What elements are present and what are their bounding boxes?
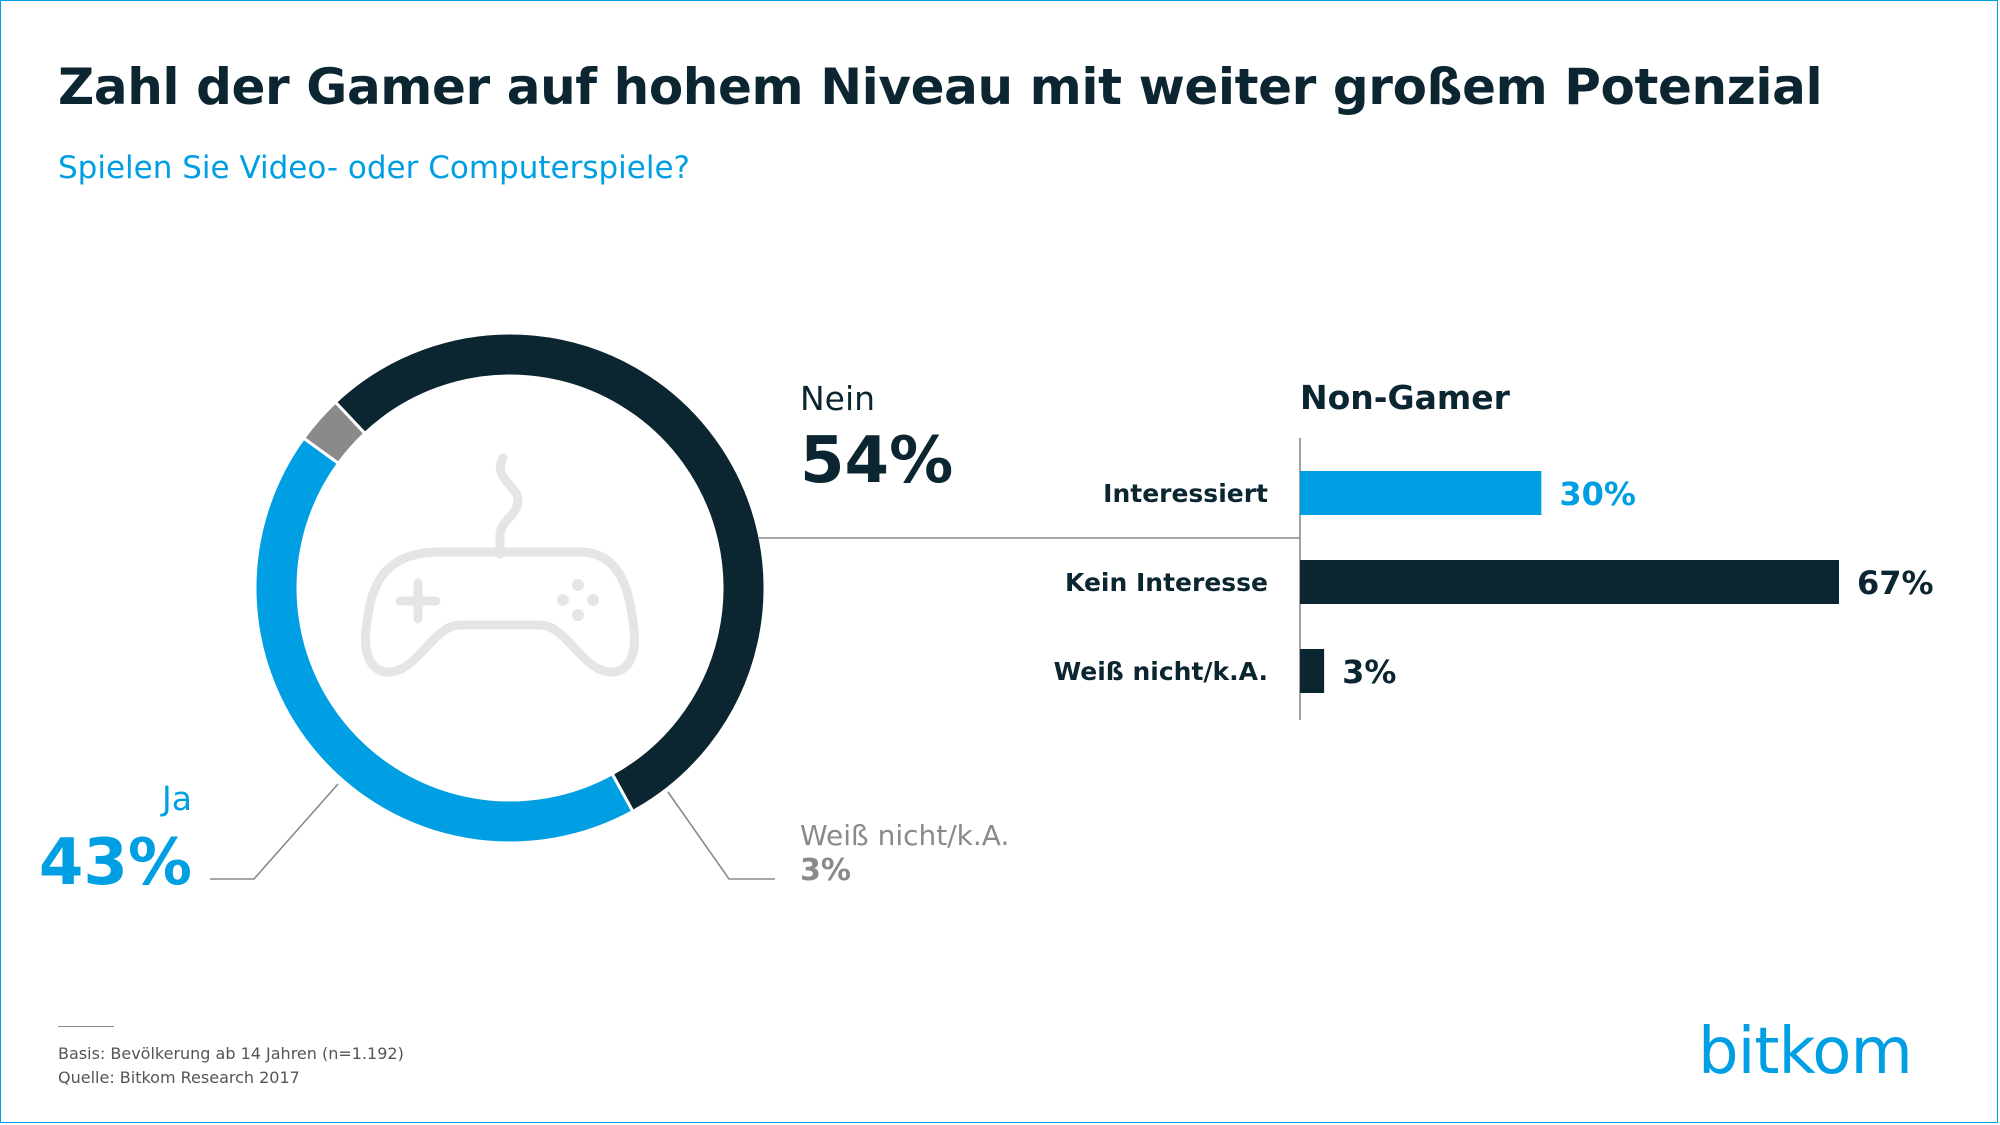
label-nein-value: 54% — [800, 424, 953, 498]
leader-line-weiss — [667, 791, 775, 880]
bar-weiss-nicht — [1300, 649, 1325, 693]
label-nein-name: Nein — [800, 379, 875, 418]
label-ja-value: 43% — [39, 826, 192, 900]
label-weiss-value: 3% — [800, 853, 851, 888]
bar-value-weiss-nicht: 3% — [1342, 653, 1396, 691]
donut-slice-nein — [333, 331, 767, 814]
bar-category-kein-interesse: Kein Interesse — [1065, 568, 1268, 597]
gamepad-buttons — [557, 579, 599, 621]
bar-chart-title: Non-Gamer — [1300, 378, 1511, 417]
donut-chart — [253, 331, 767, 845]
leader-lines — [210, 537, 1300, 880]
donut-slice-ja — [253, 436, 635, 845]
chart-title: Zahl der Gamer auf hohem Niveau mit weit… — [58, 58, 1823, 116]
gamepad-icon — [360, 453, 640, 677]
bar-category-interessiert: Interessiert — [1103, 479, 1268, 508]
bar-chart: Interessiert 30% Kein Interesse 67% Weiß nic… — [1054, 471, 1934, 693]
bitkom-logo: bitkom — [1698, 1015, 1913, 1089]
footer-source: Quelle: Bitkom Research 2017 — [58, 1068, 300, 1087]
bar-value-interessiert: 30% — [1559, 475, 1636, 513]
donut-slice-weiss-nicht — [301, 399, 367, 466]
footer-rule — [58, 1026, 114, 1027]
bar-category-weiss-nicht: Weiß nicht/k.A. — [1054, 657, 1268, 686]
leader-line-ja — [210, 783, 339, 880]
bar-value-kein-interesse: 67% — [1857, 564, 1934, 602]
bar-kein-interesse — [1300, 560, 1839, 604]
label-ja-name: Ja — [160, 779, 192, 818]
bar-interessiert — [1300, 471, 1542, 515]
label-weiss-name: Weiß nicht/k.A. — [800, 819, 1009, 852]
footer-basis: Basis: Bevölkerung ab 14 Jahren (n=1.192… — [58, 1044, 404, 1063]
chart-subtitle: Spielen Sie Video- oder Computerspiele? — [58, 150, 690, 186]
